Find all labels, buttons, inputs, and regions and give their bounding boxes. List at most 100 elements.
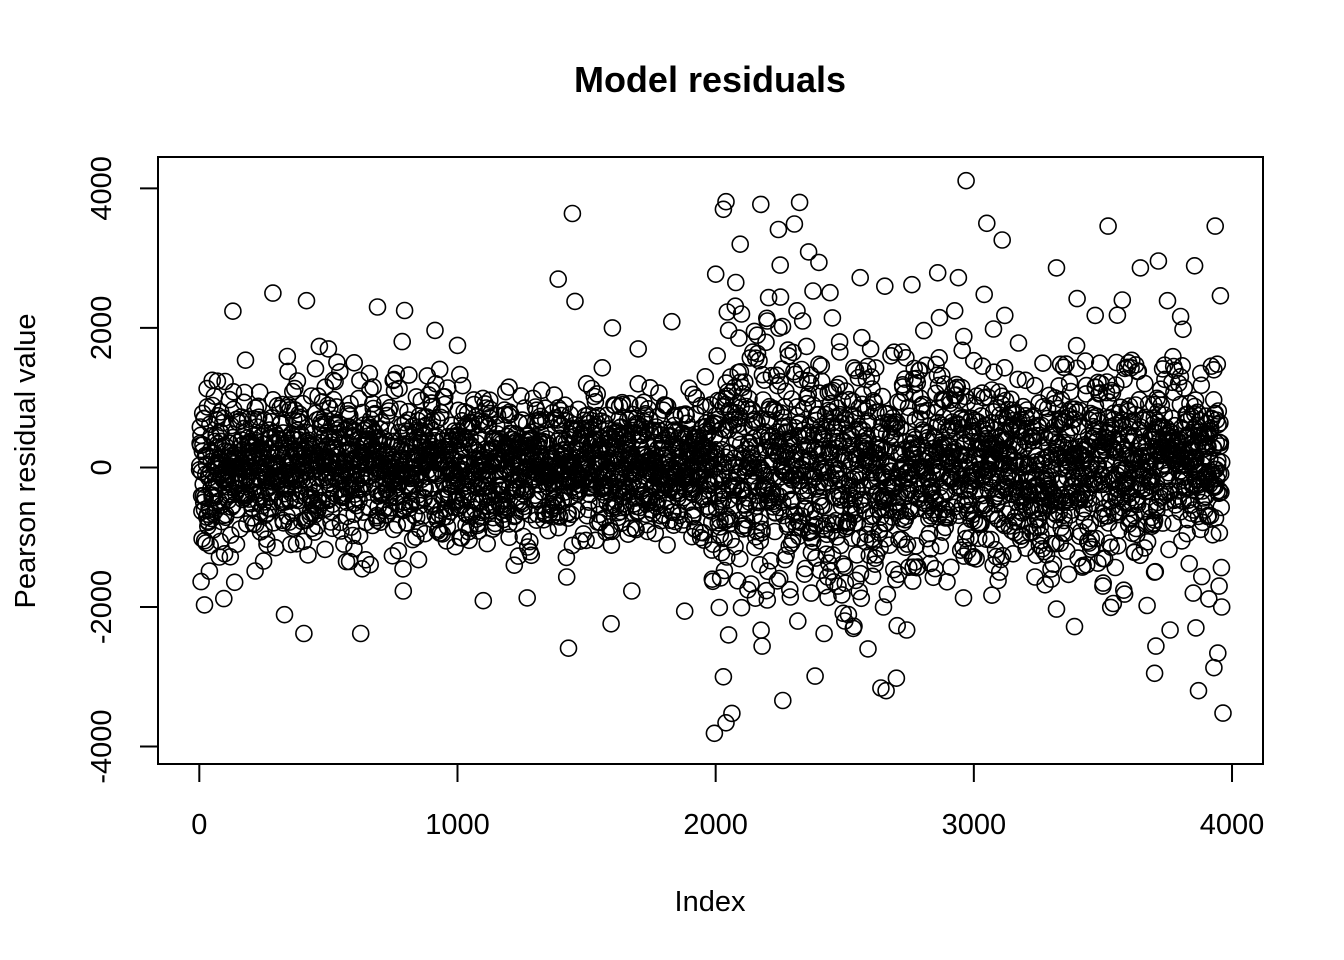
- data-point: [804, 282, 822, 300]
- data-point: [602, 536, 621, 555]
- data-point: [939, 509, 958, 527]
- data-point: [505, 556, 524, 575]
- data-point: [1115, 585, 1134, 603]
- data-point: [759, 288, 778, 307]
- data-point: [735, 373, 754, 391]
- data-point: [823, 309, 842, 327]
- data-point: [843, 392, 862, 411]
- data-point: [817, 545, 836, 564]
- data-point: [745, 322, 764, 341]
- data-point: [726, 273, 745, 292]
- data-point: [1068, 403, 1086, 422]
- data-point: [422, 381, 441, 400]
- data-point: [469, 522, 488, 540]
- data-point: [266, 538, 285, 557]
- x-axis-label: Index: [675, 886, 746, 918]
- data-point: [1208, 456, 1227, 475]
- data-point: [1149, 252, 1168, 270]
- data-point: [973, 357, 992, 376]
- data-point: [1004, 401, 1023, 420]
- data-point: [638, 522, 657, 541]
- data-point: [1059, 565, 1078, 584]
- data-point: [717, 713, 735, 732]
- data-point: [1067, 336, 1086, 355]
- data-point: [914, 321, 933, 340]
- data-point: [830, 375, 849, 394]
- data-point: [368, 298, 387, 316]
- data-point: [393, 332, 412, 351]
- data-point: [995, 358, 1014, 377]
- data-point: [1171, 307, 1190, 326]
- data-point: [294, 532, 313, 551]
- data-point: [430, 360, 449, 379]
- data-point: [343, 526, 362, 545]
- data-point: [577, 374, 596, 393]
- data-point: [586, 531, 605, 550]
- data-point: [449, 401, 468, 420]
- data-point: [972, 515, 990, 533]
- data-point: [302, 387, 321, 405]
- data-point: [748, 344, 767, 363]
- data-point: [719, 490, 738, 509]
- data-point: [954, 327, 973, 346]
- data-point: [191, 418, 210, 436]
- data-point: [658, 536, 676, 554]
- data-point: [1171, 367, 1190, 386]
- data-point: [993, 231, 1012, 249]
- data-point: [930, 308, 949, 327]
- data-point: [500, 378, 518, 397]
- data-point: [208, 372, 227, 391]
- data-point: [1193, 567, 1211, 586]
- data-point: [705, 724, 724, 743]
- data-point: [926, 559, 944, 578]
- data-point: [548, 503, 567, 522]
- data-point: [287, 534, 306, 553]
- data-point: [875, 277, 894, 296]
- x-tick-label: 2000: [683, 809, 748, 841]
- data-point: [982, 530, 1000, 549]
- data-point: [714, 200, 733, 219]
- data-point: [891, 502, 910, 520]
- data-point: [549, 270, 568, 288]
- data-point: [1158, 291, 1177, 310]
- data-point: [1187, 619, 1205, 637]
- data-point: [953, 341, 972, 360]
- data-point: [1099, 392, 1118, 411]
- data-point: [792, 360, 811, 379]
- data-point: [258, 535, 276, 554]
- data-point: [1174, 320, 1192, 339]
- data-point: [224, 382, 243, 401]
- data-point: [203, 371, 221, 390]
- data-point: [361, 380, 379, 399]
- data-point: [1109, 521, 1128, 540]
- data-point: [1136, 374, 1154, 393]
- data-point: [753, 637, 771, 655]
- data-point: [297, 291, 316, 310]
- data-point: [1081, 514, 1100, 533]
- data-point: [1212, 558, 1231, 577]
- data-point: [857, 370, 876, 389]
- data-point: [1126, 396, 1145, 414]
- data-point: [579, 500, 598, 519]
- data-point: [1211, 465, 1230, 483]
- data-point: [844, 359, 863, 377]
- data-point: [884, 560, 903, 579]
- data-point: [771, 288, 790, 306]
- data-point: [235, 383, 254, 402]
- data-point: [351, 477, 370, 496]
- data-point: [751, 513, 769, 532]
- data-point: [896, 370, 914, 388]
- data-point: [872, 679, 890, 697]
- data-point: [1057, 355, 1075, 373]
- data-point: [275, 605, 294, 624]
- data-point: [389, 541, 408, 560]
- data-point: [802, 543, 821, 562]
- data-point: [856, 502, 874, 521]
- data-point: [494, 505, 513, 523]
- data-point: [345, 539, 363, 558]
- data-point: [1206, 217, 1224, 235]
- data-point: [1068, 289, 1086, 308]
- data-point: [1077, 376, 1096, 395]
- data-point: [299, 546, 317, 564]
- y-axis-label: Pearson residual value: [10, 313, 42, 608]
